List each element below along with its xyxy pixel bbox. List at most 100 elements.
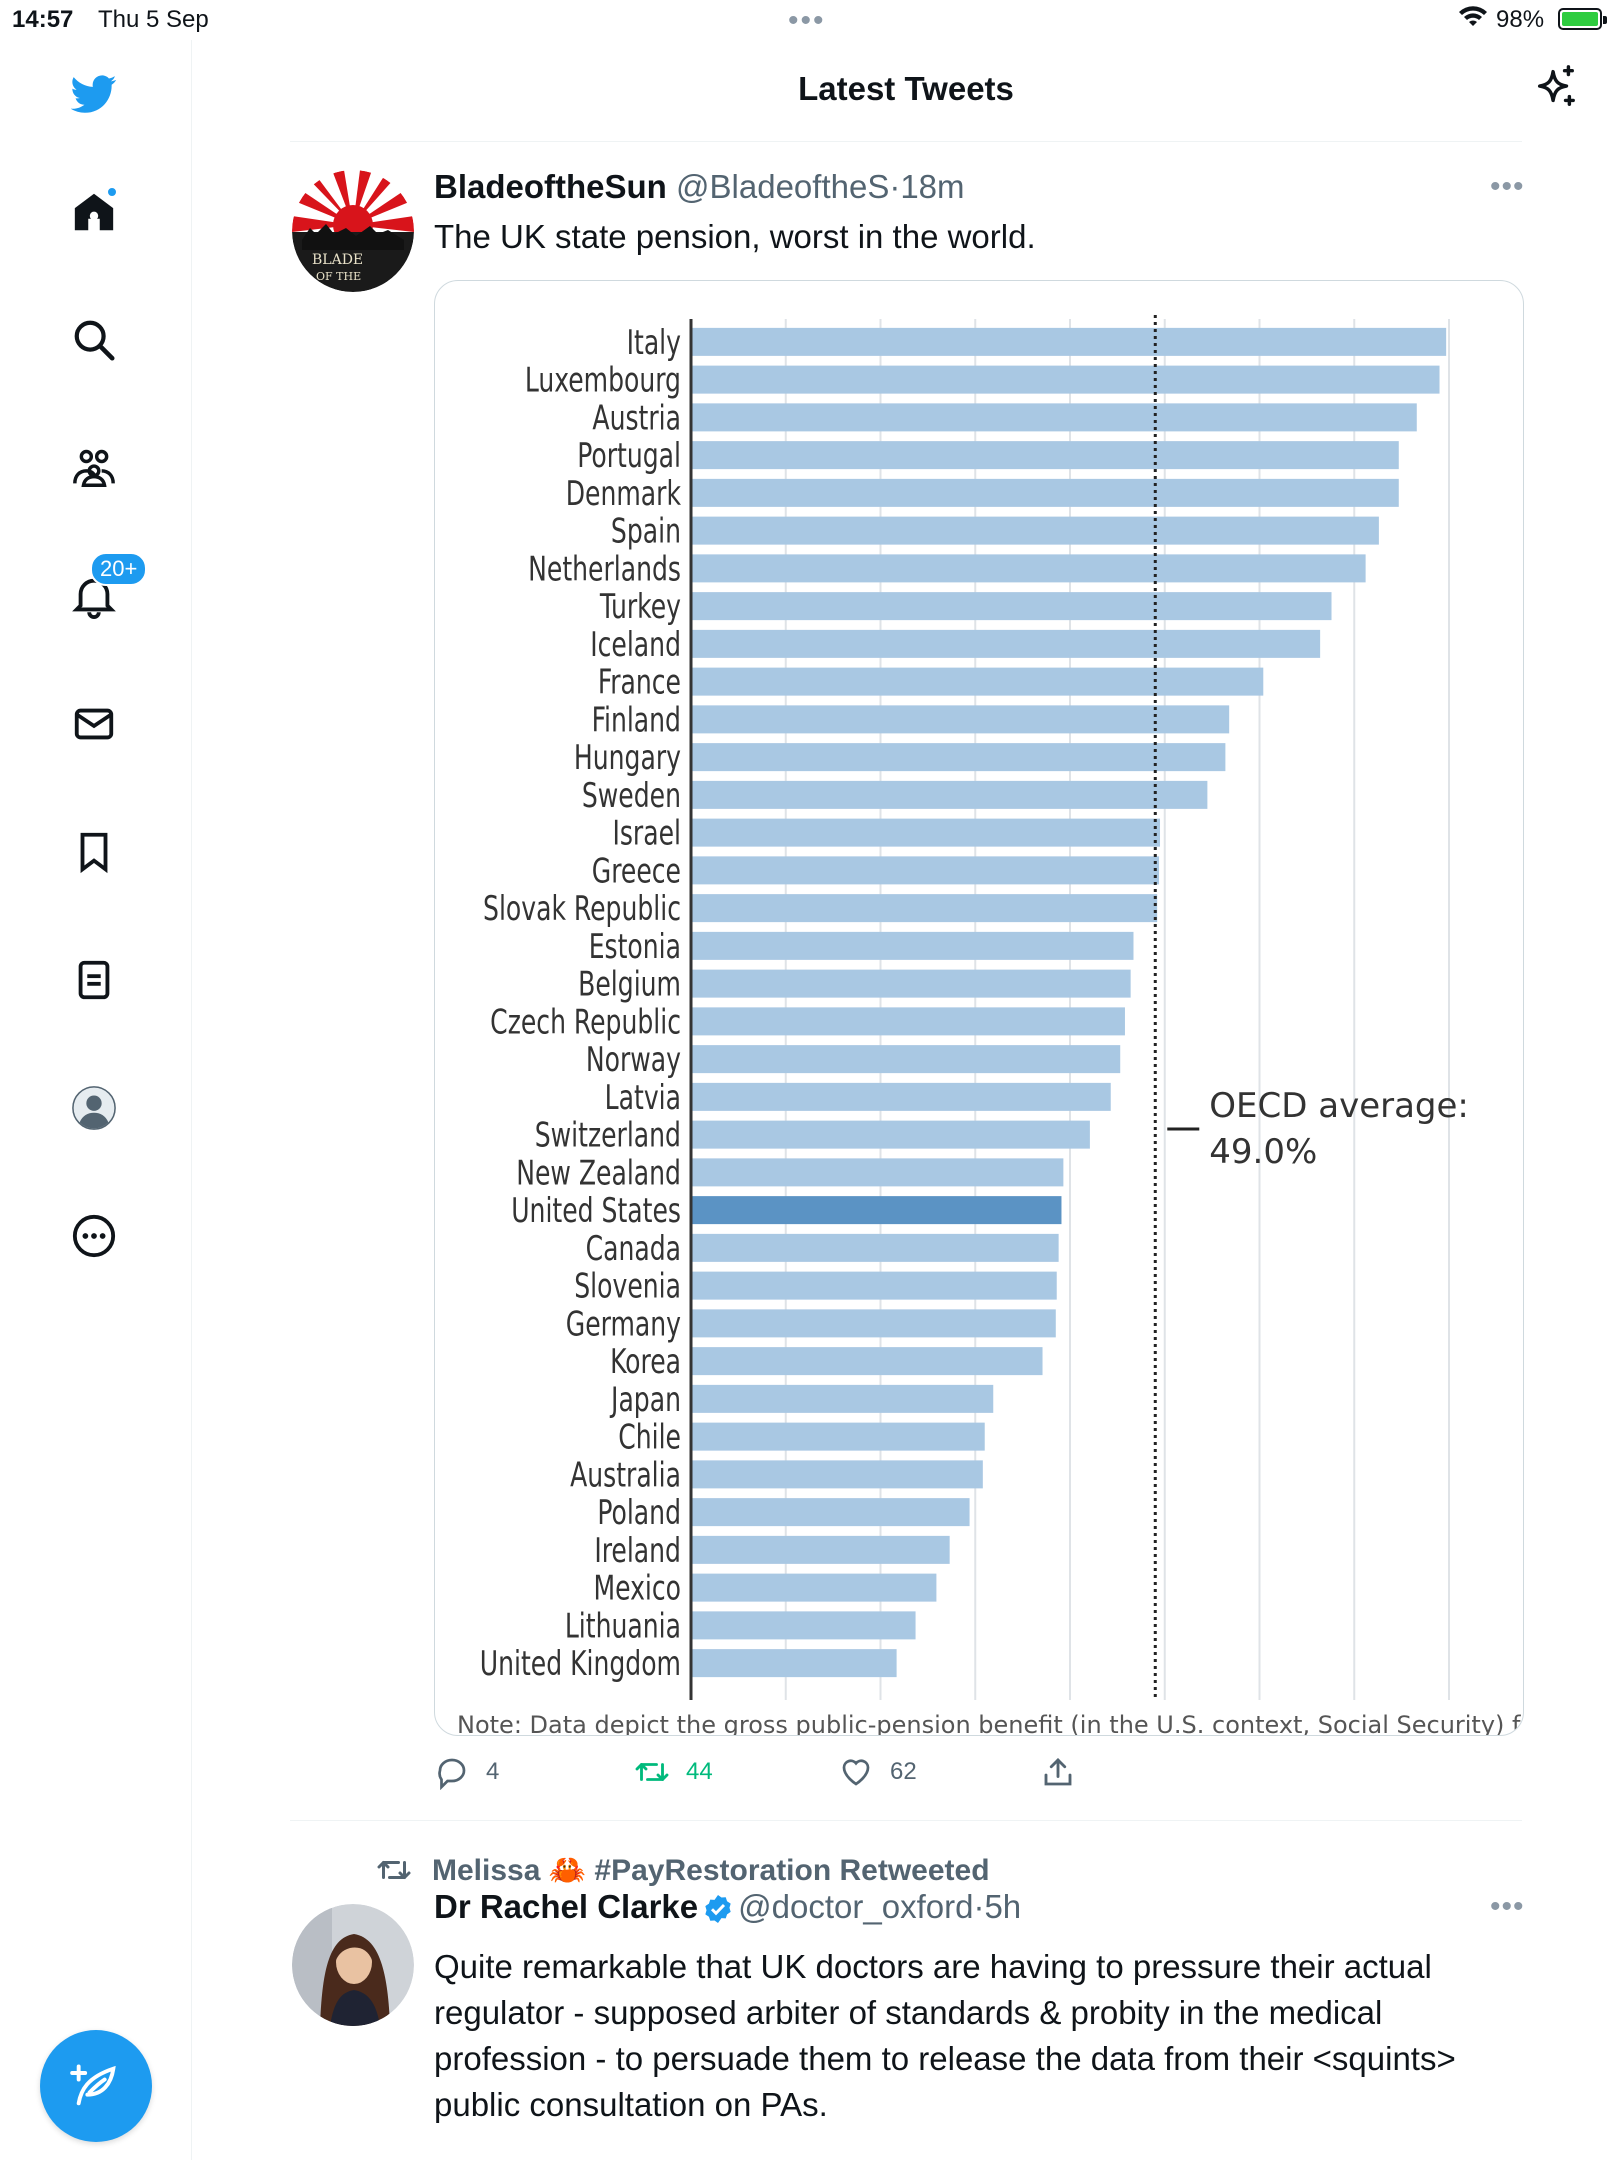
chart-bar [691,1233,1059,1262]
home-icon[interactable] [62,180,126,244]
chart-category-label: Lithuania [565,1607,681,1646]
chart-bar [691,705,1230,734]
chart-category-label: United Kingdom [480,1645,681,1684]
author-name[interactable]: BladeoftheSun [434,168,667,205]
chart-image[interactable]: Italy Luxembourg Austria Portugal Denmark Spa… [434,280,1524,1736]
chart-category-label: United States [511,1192,681,1231]
chart-category-label: Greece [592,852,681,891]
chart-category-label: New Zealand [516,1154,681,1193]
chart-bar [691,856,1160,885]
chart-bar [691,1573,937,1602]
dot-separator: · [973,1888,985,1925]
tweet-text-line: profession - to persuade them to release… [434,2040,1456,2077]
chart-category-label: Belgium [578,965,681,1004]
search-icon[interactable] [62,308,126,372]
chart-category-label: Slovak Republic [483,890,681,929]
tweet-text-line: regulator - supposed arbiter of standard… [434,1994,1383,2031]
chart-bar [691,365,1440,394]
chart-bar [691,1460,983,1489]
more-icon[interactable] [62,1204,126,1268]
chart-category-label: Norway [586,1041,681,1080]
chart-note: Note: Data depict the gross public-pensi… [457,1711,1524,1736]
like-count: 62 [890,1758,917,1785]
reply-icon [438,1758,466,1790]
chart-reference-label: OECD average: [1209,1086,1469,1126]
compose-button[interactable] [40,2030,152,2142]
twitter-logo-icon[interactable] [62,62,126,126]
wifi-icon [1459,6,1487,26]
chart-category-label: Austria [592,399,681,438]
like-button[interactable]: 62 [838,1752,917,1792]
avatar[interactable] [292,1904,414,2026]
status-time: 14:57 [12,6,74,33]
retweet-count: 44 [686,1758,713,1785]
reply-button[interactable]: 4 [434,1752,499,1792]
chart-category-label: Spain [611,512,681,551]
chart-category-label: Slovenia [574,1267,681,1306]
retweet-icon [377,1861,411,1879]
profile-icon[interactable] [62,1076,126,1140]
chart-category-label: Germany [566,1305,681,1344]
chart-category-label: Mexico [593,1569,681,1608]
retweeted-by-text: Melissa 🦀 #PayRestoration Retweeted [432,1853,990,1887]
tweet-time[interactable]: 5h [984,1888,1022,1925]
share-button[interactable] [1040,1752,1092,1792]
battery-icon [1558,8,1607,30]
retweet-button[interactable]: 44 [634,1752,713,1792]
chart-bar [691,1535,950,1564]
chart-bar [691,743,1226,772]
chart-bar [691,1082,1111,1111]
status-bar: 14:57 Thu 5 Sep ••• 98% [0,0,1620,40]
chart-category-label: Poland [597,1494,681,1533]
author-handle[interactable]: @doctor_oxford [738,1888,974,1925]
chart-category-label: Israel [612,814,681,853]
chart-bar [691,478,1399,507]
chart-bar [691,780,1208,809]
lists-icon[interactable] [62,948,126,1012]
chart-bar [691,1309,1056,1338]
page-title: Latest Tweets [798,70,1014,107]
chart-category-label: Hungary [574,739,681,778]
chart-bar [691,931,1134,960]
retweeted-by[interactable]: Melissa 🦀 #PayRestoration Retweeted [376,1852,990,1888]
chart-bar [691,403,1417,432]
avatar[interactable]: BLADE OF THE [292,170,414,292]
chart-bar [691,1007,1125,1036]
multitasking-dots-icon[interactable]: ••• [788,4,826,37]
tweet-divider [290,1820,1522,1821]
chart-category-label: Estonia [589,927,681,966]
timeline-header: Latest Tweets [192,40,1620,140]
sparkle-icon[interactable] [1532,64,1578,110]
tweet-text: Quite remarkable that UK doctors are hav… [434,1944,1456,2128]
chart-category-label: Netherlands [528,550,681,589]
chart-bar [691,1158,1064,1187]
chart-bar [691,1649,897,1678]
author-name[interactable]: Dr Rachel Clarke [434,1888,699,1925]
avatar-text: BLADE [312,252,363,268]
chart-bar [691,441,1399,470]
chart-bar [691,1347,1043,1376]
communities-icon[interactable] [62,436,126,500]
notifications-badge: 20+ [90,552,148,586]
chart-bar [691,629,1321,658]
compose-icon [70,2064,116,2106]
author-handle[interactable]: @BladeoftheS [676,168,890,205]
battery-percent: 98% [1496,6,1545,33]
bookmarks-icon[interactable] [62,820,126,884]
tweet-time[interactable]: 18m [900,168,965,205]
home-new-dot [106,186,118,198]
status-date: Thu 5 Sep [98,6,209,33]
chart-category-label: Canada [586,1229,681,1268]
chart-bar [691,592,1332,621]
reply-count: 4 [486,1758,500,1785]
notifications-icon[interactable]: 20+ [62,552,148,628]
chart-bar [691,667,1264,696]
tweet-more-icon[interactable]: ••• [1490,170,1525,203]
messages-icon[interactable] [62,692,126,756]
pension-bar-chart: ItalyLuxembourgAustriaPortugalDenmarkSpa… [457,315,1524,1736]
tweet-text-line: Quite remarkable that UK doctors are hav… [434,1948,1432,1985]
retweet-icon [635,1763,669,1781]
chart-bar [691,1045,1121,1074]
tweet-more-icon[interactable]: ••• [1490,1890,1525,1923]
like-icon [842,1759,870,1786]
